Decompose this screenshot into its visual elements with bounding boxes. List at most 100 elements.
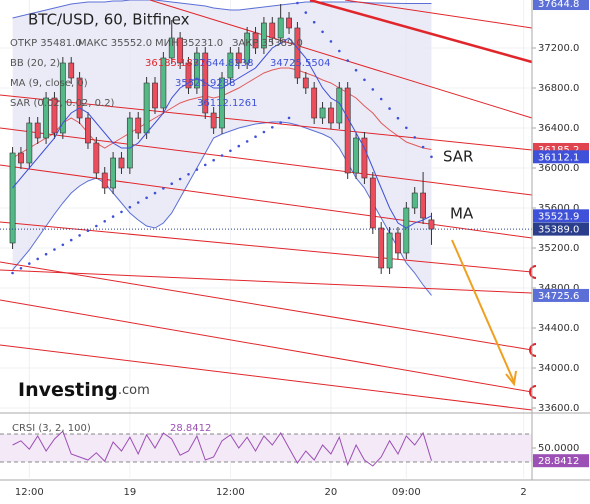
candle-body xyxy=(160,57,167,109)
sar-dot xyxy=(136,201,140,204)
sar-dot xyxy=(262,130,266,134)
candle-body xyxy=(143,82,150,134)
trend-markers xyxy=(529,265,537,399)
sar-dot xyxy=(212,158,215,162)
sar-dot xyxy=(363,78,366,82)
price-badge-label: 35389.0 xyxy=(538,225,579,236)
candle-body xyxy=(420,192,426,219)
marker xyxy=(529,343,537,357)
candle-body xyxy=(43,97,49,139)
candle-body xyxy=(411,192,418,209)
candle-body xyxy=(51,97,58,134)
price-badge xyxy=(533,222,589,236)
y-tick-label: 35600.0 xyxy=(538,203,579,214)
candle-body xyxy=(68,62,75,79)
candle-body xyxy=(227,52,234,79)
sar-dot xyxy=(187,173,190,176)
sar-dot xyxy=(245,140,249,143)
sar-dot xyxy=(195,168,199,171)
candle-body xyxy=(302,77,309,89)
legend-item: MA (9, close, 0) xyxy=(10,78,88,89)
y-tick-label: 34800.0 xyxy=(538,283,579,294)
candle-body xyxy=(328,107,334,124)
legend-item: МАКС 35552.0 xyxy=(78,38,152,49)
bb-fill xyxy=(12,0,432,296)
logo: Investing.com xyxy=(18,379,150,401)
sar-dot xyxy=(178,177,182,181)
trendline xyxy=(0,94,533,151)
trendline xyxy=(344,0,533,29)
sar-dot xyxy=(379,97,383,101)
candle-body xyxy=(85,117,91,144)
oscillator-badge xyxy=(533,454,589,468)
y-tick-label: 36400.0 xyxy=(538,123,579,134)
logo-suffix: .com xyxy=(118,383,150,398)
y-tick-label: 34400.0 xyxy=(538,323,579,334)
sar-dot xyxy=(430,155,433,159)
candle-body xyxy=(126,117,133,169)
candle-body xyxy=(319,107,326,119)
oscillator-value: 28.8412 xyxy=(170,423,211,434)
candle-body xyxy=(353,137,359,174)
candle-body xyxy=(18,152,24,164)
sar-dot xyxy=(162,187,165,190)
sar-dot xyxy=(28,262,31,265)
sar-dot xyxy=(254,135,257,138)
price-badge xyxy=(533,209,589,223)
arrow-line xyxy=(451,239,515,383)
candle-body xyxy=(403,207,410,254)
candle-body xyxy=(210,112,217,129)
candle-body xyxy=(26,122,33,164)
candle-body xyxy=(252,32,259,49)
trendline xyxy=(0,164,533,239)
annotation: SAR xyxy=(443,148,473,166)
candle-body xyxy=(101,172,108,189)
price-badge-label: 35521.9 xyxy=(538,211,579,222)
marker xyxy=(529,265,537,279)
sar-dot xyxy=(19,267,23,270)
sar-dot xyxy=(329,40,333,43)
sar-dot xyxy=(120,210,123,214)
legend-item: 37644.8238 xyxy=(193,58,253,69)
sar-dot xyxy=(44,252,48,256)
trendline xyxy=(0,269,533,294)
legend-item: МИН 35231.0 xyxy=(155,38,223,49)
sar-dot xyxy=(203,163,207,167)
candle-body xyxy=(428,219,435,230)
price-badge-label: 34725.6 xyxy=(538,291,579,302)
candle-body xyxy=(177,37,184,64)
sar-dot xyxy=(296,1,299,5)
sar-dot xyxy=(53,248,56,251)
legend-item: SAR (0.02, 0.02, 0.2) xyxy=(10,98,115,109)
legend-item: ЗАКР 35389.0 xyxy=(232,38,303,49)
y-tick-label: 36000.0 xyxy=(538,163,579,174)
sar-dot xyxy=(220,154,224,157)
sar-dot xyxy=(413,136,417,139)
candle-body xyxy=(110,157,116,189)
trendline xyxy=(0,299,533,393)
chart-title: BTC/USD, 60, Bitfinex xyxy=(28,11,190,29)
arrow xyxy=(451,239,517,387)
x-tick-label: 09:00 xyxy=(392,487,421,498)
x-tick-label: 20 xyxy=(325,487,338,498)
sar-dot xyxy=(421,145,425,149)
sar-dot xyxy=(388,107,391,110)
sar-dot xyxy=(111,215,115,218)
sar-dot xyxy=(229,149,232,153)
sar-dot xyxy=(78,234,81,237)
trendlines xyxy=(0,0,533,411)
candle-body xyxy=(286,17,292,29)
legend-item: 36185.1871 xyxy=(145,58,205,69)
candle-body xyxy=(361,137,368,179)
sar-dot xyxy=(346,59,349,62)
sar-dot xyxy=(321,30,324,34)
price-badge xyxy=(533,288,589,302)
legend-item: 36112.1261 xyxy=(197,98,257,109)
arrow-head xyxy=(505,370,517,387)
candle-body xyxy=(135,117,142,134)
sar-dot xyxy=(61,243,65,247)
sar-dot xyxy=(371,88,375,91)
ma-line xyxy=(12,37,432,229)
oscillator-badge-label: 28.8412 xyxy=(538,456,579,467)
